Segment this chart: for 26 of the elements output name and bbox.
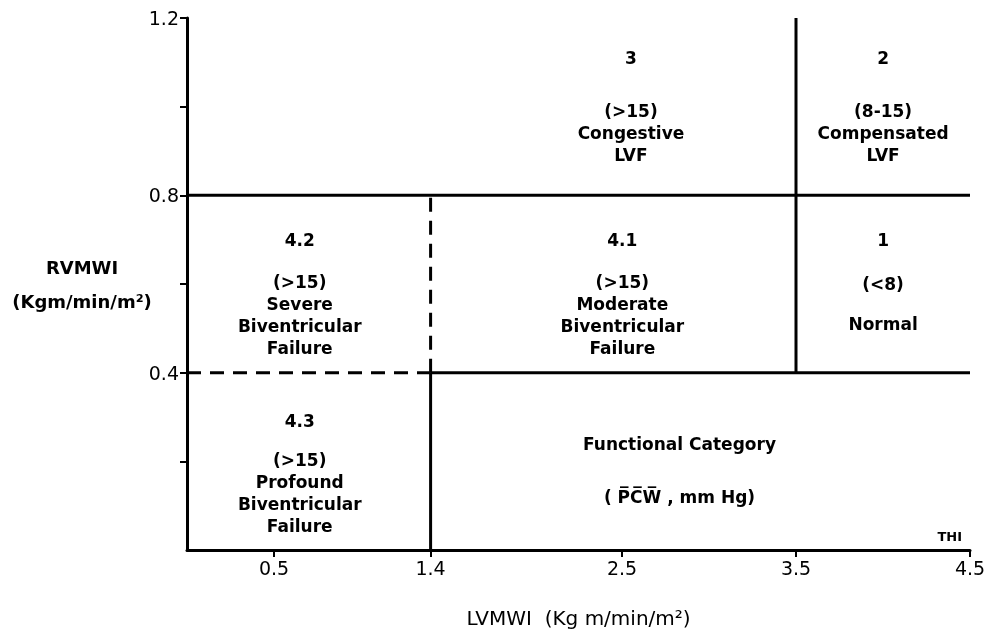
x-axis-title: LVMWI (Kg m/min/m²) — [466, 606, 691, 630]
y-tick-label: 0.8 — [148, 184, 179, 207]
annotation: Normal — [848, 312, 918, 335]
annotation: (<8) — [862, 273, 904, 295]
annotation: 1 — [877, 228, 889, 251]
x-tick-label: 4.5 — [954, 556, 986, 579]
y-axis-title: RVMWI (Kgm/min/m²) — [12, 256, 152, 312]
annotation: (8-15) Compensated LVF — [817, 100, 949, 167]
annotation: THI — [937, 529, 962, 544]
annotation: 3 — [625, 46, 637, 69]
x-tick-label: 2.5 — [606, 556, 638, 579]
y-tick-label: 0.4 — [148, 361, 179, 384]
annotation: ( P̅C̅W̅ , mm Hg) — [603, 485, 756, 508]
x-tick-label: 1.4 — [415, 556, 446, 579]
annotation: Functional Category — [583, 432, 776, 455]
annotation: (>15) Congestive LVF — [577, 100, 685, 167]
annotation: (>15) Severe Biventricular Failure — [237, 270, 362, 359]
annotation: 4.2 — [284, 228, 315, 251]
annotation: 4.3 — [284, 410, 315, 433]
x-tick-label: 3.5 — [780, 556, 812, 579]
annotation: (>15) Profound Biventricular Failure — [237, 448, 362, 537]
annotation: 2 — [877, 46, 889, 69]
annotation: 4.1 — [607, 228, 638, 251]
x-tick-label: 0.5 — [258, 556, 290, 579]
annotation: (>15) Moderate Biventricular Failure — [560, 270, 685, 359]
y-tick-label: 1.2 — [148, 7, 179, 29]
